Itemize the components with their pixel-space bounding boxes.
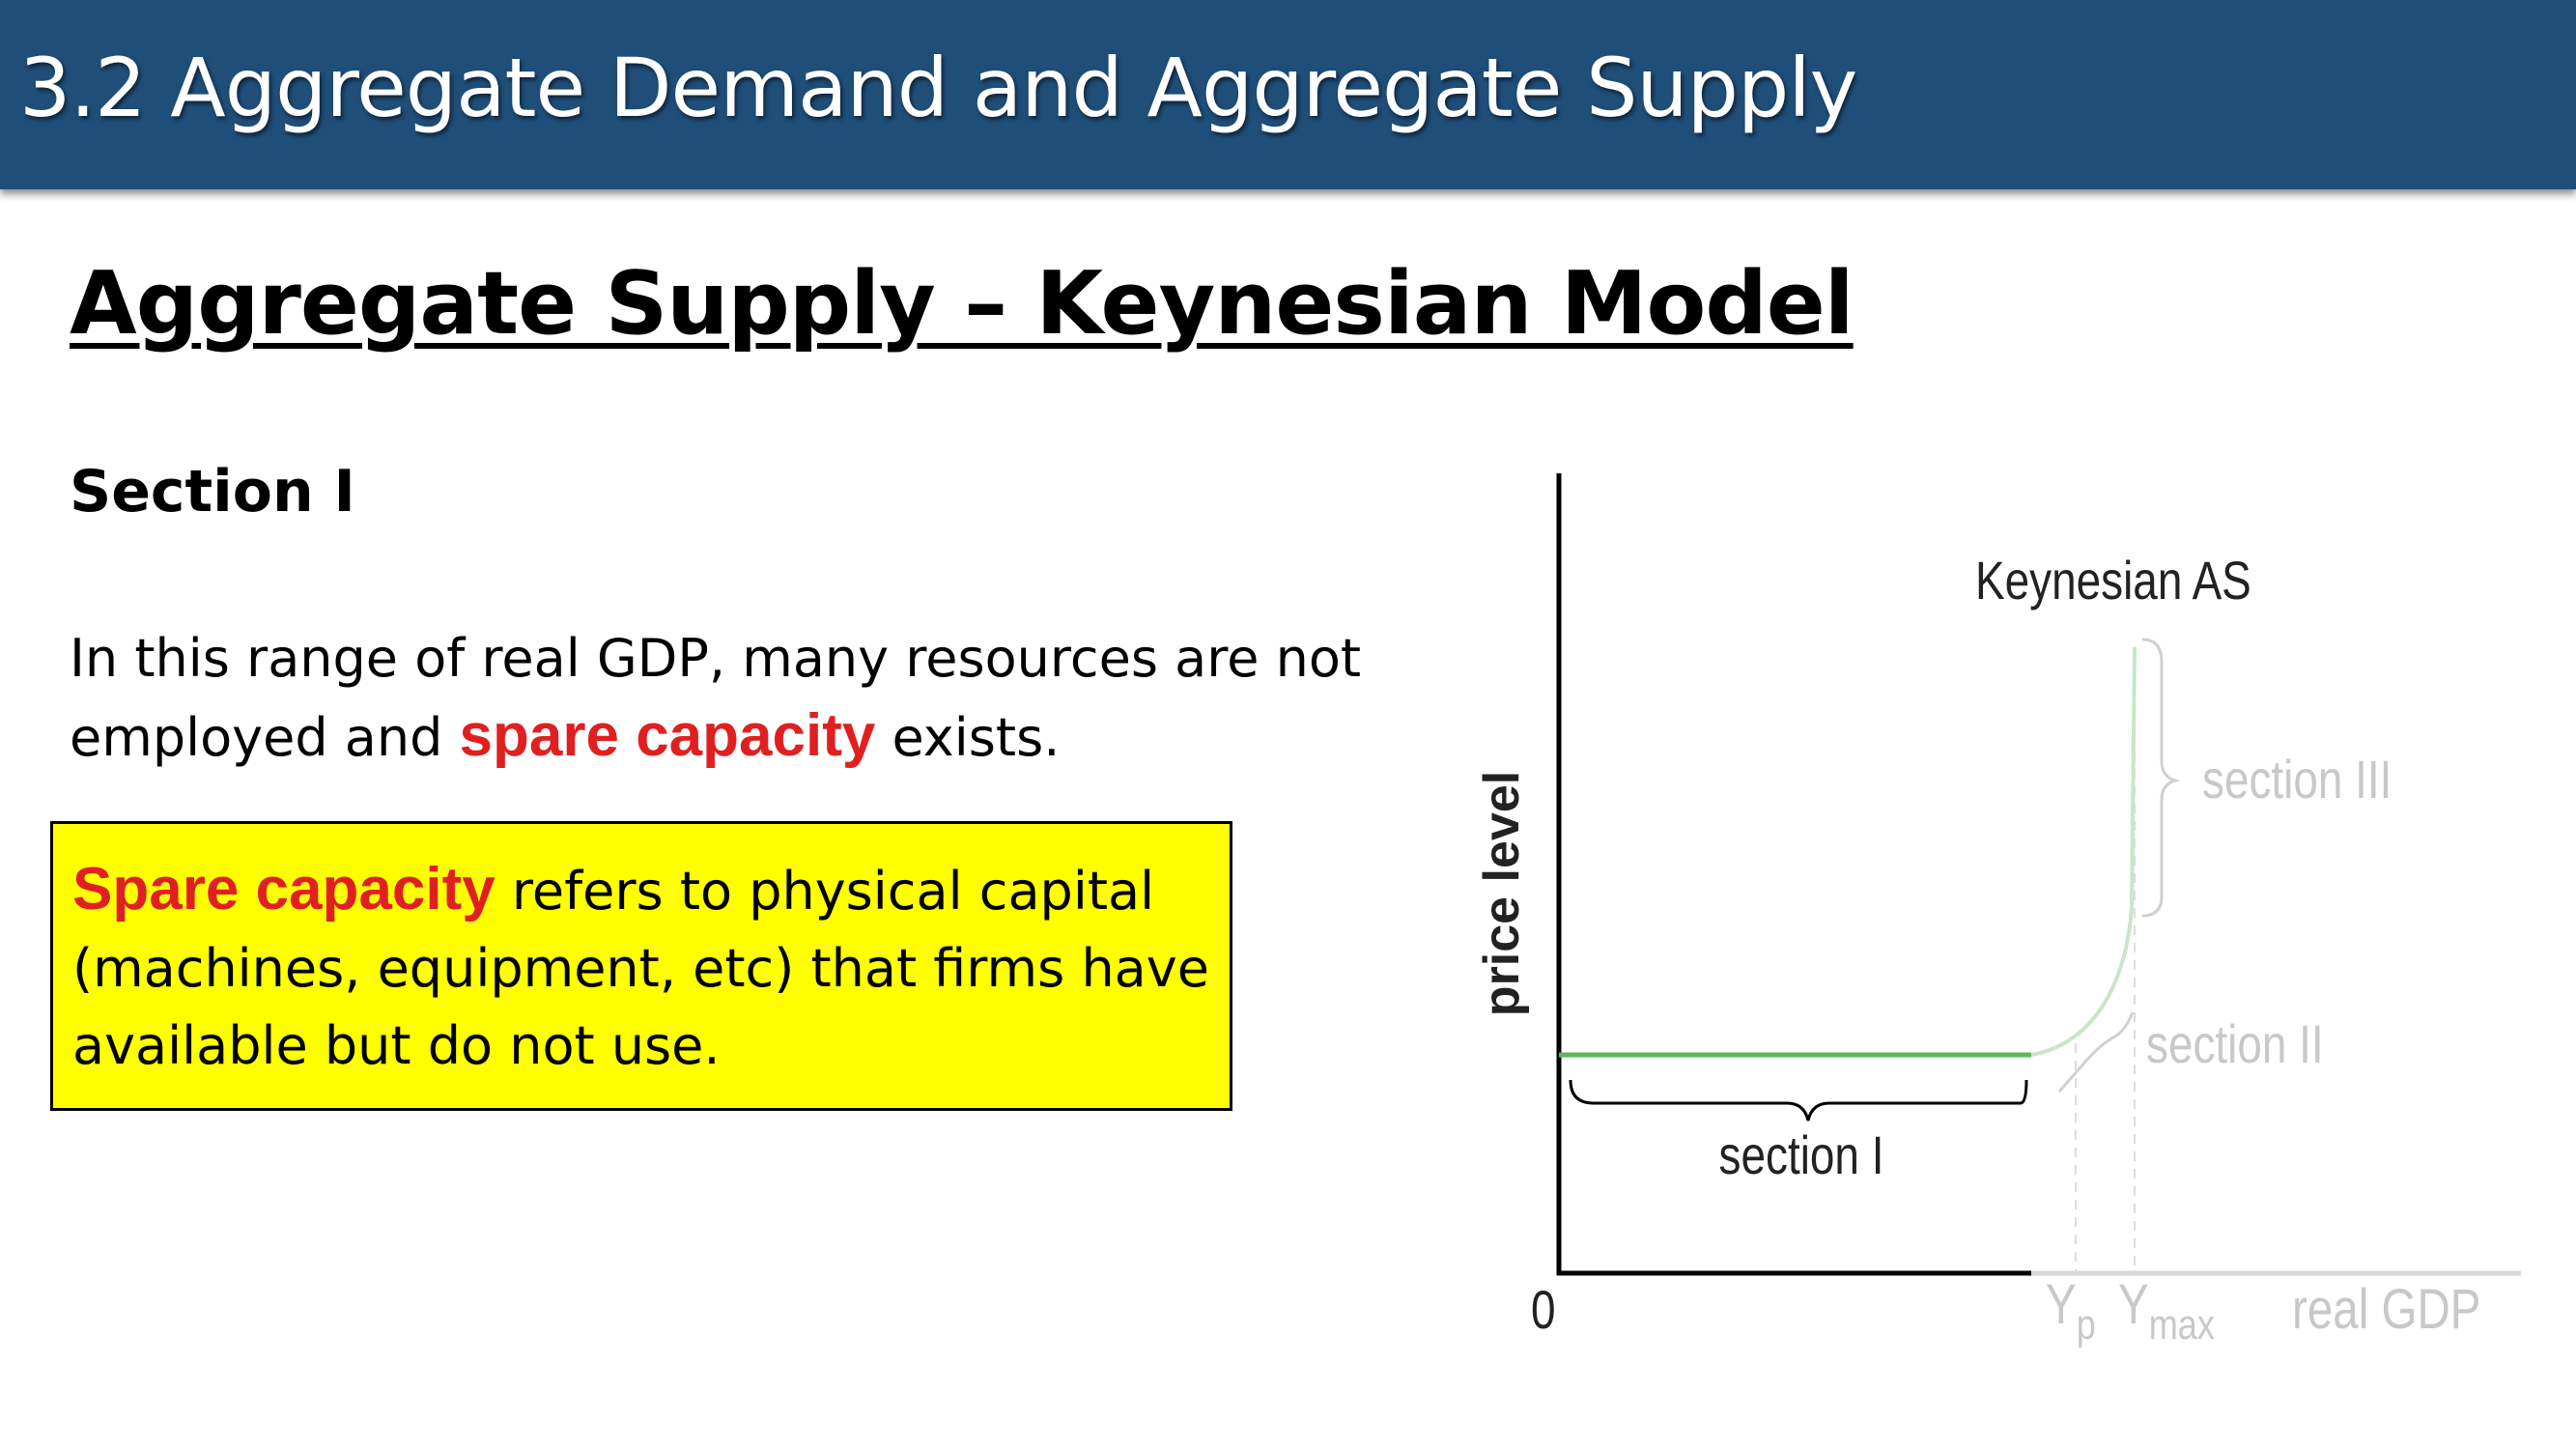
slide-title: Aggregate Supply – Keynesian Model	[70, 253, 1854, 355]
section2-label: section II	[2146, 1014, 2324, 1074]
definition-box: Spare capacity refers to physical capita…	[50, 821, 1232, 1111]
body-text-part1: In this range of real GDP, many resource…	[70, 628, 1362, 768]
header-bar: 3.2 Aggregate Demand and Aggregate Suppl…	[0, 0, 2576, 189]
section1-label: section I	[1719, 1125, 1884, 1185]
keynesian-as-label: Keynesian AS	[1975, 551, 2251, 611]
yp-label-sub: p	[2077, 1301, 2096, 1349]
definition-term: Spare capacity	[72, 856, 495, 923]
y-axis-label: price level	[1474, 771, 1530, 1016]
body-paragraph: In this range of real GDP, many resource…	[70, 620, 1422, 777]
keynesian-as-diagram: section I section II section III Keynesi…	[1474, 473, 2521, 1349]
body-text-part2: exists.	[875, 707, 1061, 768]
spare-capacity-highlight: spare capacity	[459, 702, 876, 769]
ymax-label-sub: max	[2149, 1301, 2215, 1349]
section3-brace	[2141, 638, 2181, 918]
section2-brace	[2057, 1011, 2135, 1093]
section1-brace	[1569, 1079, 2028, 1122]
section3-label: section III	[2202, 750, 2392, 810]
x-axis-label: real GDP	[2292, 1279, 2481, 1342]
as-curve-rising	[2030, 646, 2137, 1057]
definition-body: refers to physical capital (machines, eq…	[72, 861, 1209, 1076]
ymax-label: Ymax	[2118, 1274, 2215, 1349]
ymax-label-main: Y	[2118, 1274, 2149, 1337]
origin-label: 0	[1531, 1280, 1556, 1340]
definition-text: Spare capacity refers to physical capita…	[72, 851, 1222, 1085]
header-title: 3.2 Aggregate Demand and Aggregate Suppl…	[19, 41, 1857, 135]
yp-label: Yp	[2046, 1274, 2096, 1349]
yp-label-main: Y	[2046, 1274, 2077, 1337]
section-heading: Section I	[70, 458, 355, 526]
